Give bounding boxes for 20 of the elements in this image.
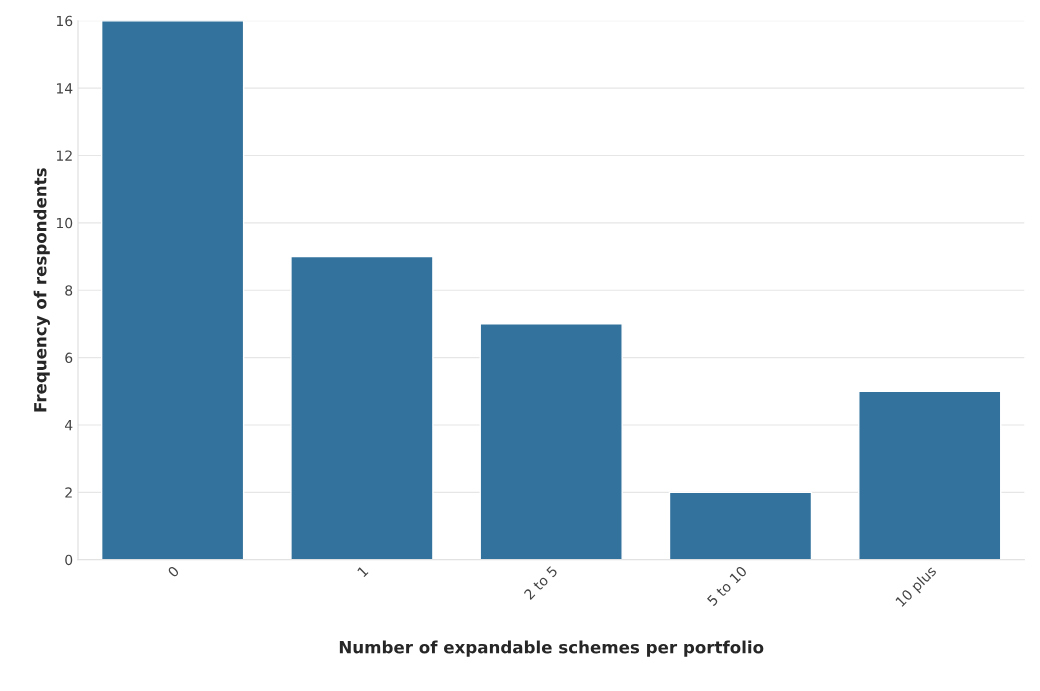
bar (100, 20, 245, 560)
y-tick-label: 6 (65, 352, 73, 364)
bar (479, 323, 623, 560)
x-tick-label: 0 (167, 565, 180, 578)
bar (668, 491, 813, 560)
x-axis-title: Number of expandable schemes per portfolio (339, 640, 764, 657)
y-tick-label: 0 (65, 554, 73, 566)
y-tick-label: 10 (56, 217, 73, 229)
y-tick-label: 2 (65, 487, 72, 498)
y-tick-label: 16 (56, 15, 73, 27)
x-tick-label: 5 to 10 (706, 565, 748, 607)
x-tick-label: 2 to 5 (523, 565, 558, 601)
y-tick-label: 12 (56, 150, 72, 161)
y-tick-label: 4 (64, 420, 73, 431)
y-tick-label: 14 (56, 83, 73, 94)
x-tick-label: 1 (357, 565, 369, 578)
bar (858, 390, 1002, 560)
y-axis-title: Frequency of respondents (33, 168, 50, 412)
y-tick-label: 8 (65, 285, 73, 296)
bar (290, 255, 434, 560)
